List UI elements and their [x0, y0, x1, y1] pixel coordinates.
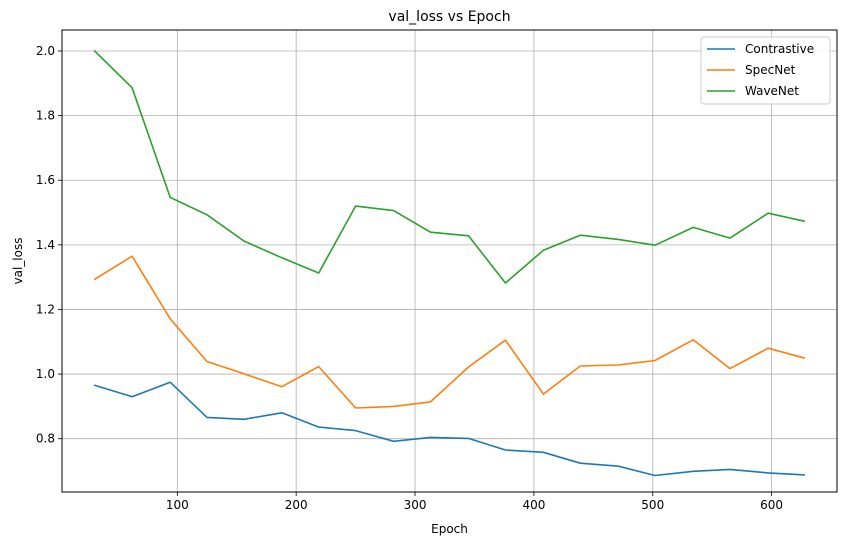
chart-title: val_loss vs Epoch: [388, 9, 510, 25]
axis-ticks: 100 200 300 400 500 600 0.8 1.0 1.2 1.4 1.6 1.8 2.0: [36, 44, 783, 512]
legend-box: [700, 36, 831, 105]
grid: [62, 30, 837, 492]
y-tick-label: 1.8: [36, 109, 55, 123]
x-tick-label: 200: [285, 498, 308, 512]
series-line-contrastive: [93, 381, 805, 477]
series-lines: [93, 49, 806, 477]
y-tick-label: 0.8: [36, 432, 55, 446]
y-tick-label: 1.2: [36, 302, 55, 316]
series-line-wavenet: [93, 49, 806, 284]
y-tick-label: 1.4: [36, 238, 55, 252]
y-tick-label: 1.0: [36, 367, 55, 381]
legend-label-contrastive: Contrastive: [745, 42, 814, 56]
x-tick-label: 500: [641, 498, 664, 512]
x-axis-label: Epoch: [431, 522, 468, 536]
legend: Contrastive SpecNet WaveNet: [700, 36, 831, 105]
x-tick-label: 100: [166, 498, 189, 512]
legend-label-specnet: SpecNet: [745, 63, 796, 77]
y-tick-label: 2.0: [36, 44, 55, 58]
x-tick-label: 300: [404, 498, 427, 512]
x-tick-label: 400: [522, 498, 545, 512]
y-axis-label: val_loss: [11, 238, 25, 285]
x-tick-label: 600: [760, 498, 783, 512]
y-tick-label: 1.6: [36, 173, 55, 187]
series-line-specnet: [93, 255, 806, 409]
plot-area-frame: [61, 29, 838, 493]
legend-label-wavenet: WaveNet: [745, 84, 799, 98]
